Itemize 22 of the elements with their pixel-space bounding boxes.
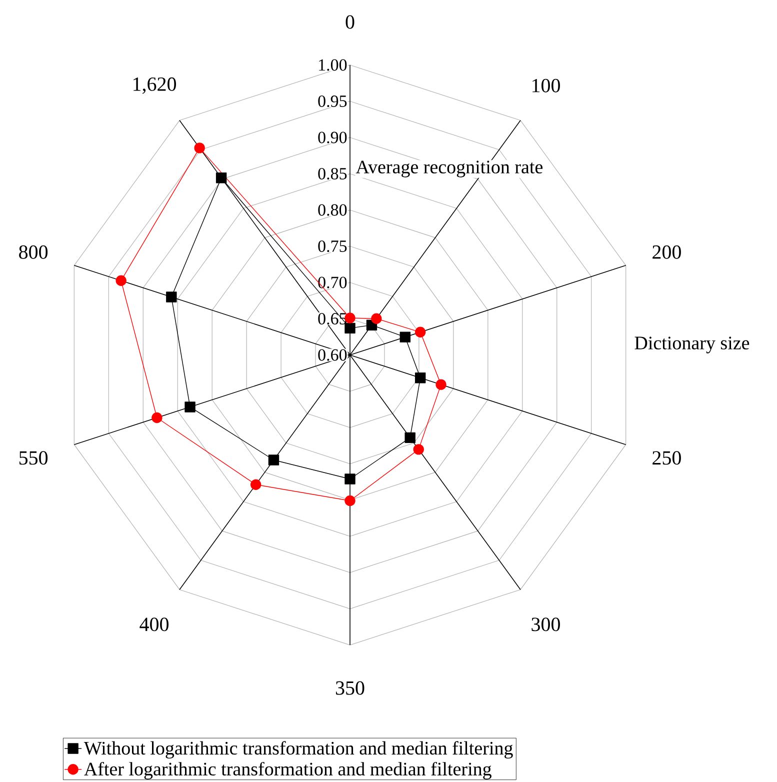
y-tick-label: 0.90 (318, 132, 347, 144)
spoke-label: 800 (19, 245, 48, 259)
y-tick-label: 0.75 (318, 240, 347, 252)
spoke-label: 0 (346, 15, 354, 29)
y-tick-label: 0.85 (318, 168, 347, 180)
spoke-label: 250 (652, 451, 681, 465)
spoke-label: 100 (532, 78, 560, 92)
spoke-label: 300 (532, 618, 560, 632)
y-tick-label: 0.80 (318, 204, 347, 216)
y-tick-label: 1.00 (319, 59, 347, 71)
legend-label: Without logarithmic transformation and median filtering (84, 741, 513, 759)
spoke-label: 1,620 (134, 77, 176, 94)
text: Dictionary size (634, 336, 750, 354)
y-tick-label: 0.95 (318, 95, 347, 108)
text: Average recognition rate (356, 160, 542, 178)
spoke-label: 350 (336, 681, 364, 695)
spoke-label: 550 (19, 451, 48, 465)
y-tick-label: 0.70 (318, 276, 347, 288)
spoke-label: 200 (652, 245, 681, 259)
y-tick-label: 0.60 (318, 349, 347, 361)
legend-label: After logarithmic transformation and median filtering (84, 762, 492, 780)
spoke-label: 400 (140, 618, 169, 632)
